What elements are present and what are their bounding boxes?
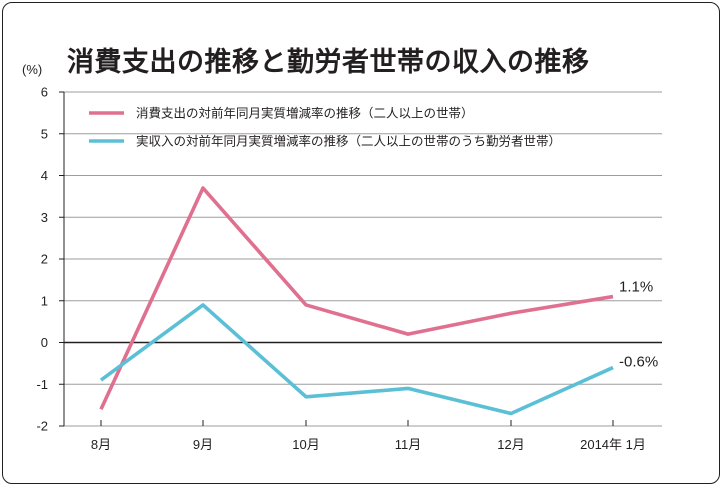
legend-label-0: 消費支出の対前年同月実質増減率の推移（二人以上の世帯）: [136, 106, 474, 121]
y-tick-label: 0: [41, 335, 48, 350]
series-line-0: [99, 186, 614, 411]
y-tick-label: 1: [41, 293, 48, 308]
y-tick-label: 6: [41, 85, 48, 100]
y-tick-label: -2: [36, 419, 48, 434]
x-tick-label: 11月: [395, 437, 422, 452]
y-tick-label: 2: [41, 252, 48, 267]
x-tick-label: 12月: [497, 437, 524, 452]
y-tick-label: 4: [41, 168, 48, 183]
legend-label-1: 実収入の対前年同月実質増減率の推移（二人以上の世帯のうち勤労者世帯）: [136, 134, 561, 149]
x-tick-label: 2014年 1月: [580, 437, 646, 452]
series-lines: 1.1% -0.6%: [99, 186, 658, 416]
gridlines: [64, 91, 662, 427]
tick-labels: 6 5 4 3 2 1 0 -1 -2 8月 9月 10月 11月 12月 2014年 1月: [36, 85, 645, 453]
series-end-label-1: -0.6%: [619, 354, 658, 371]
y-tick-label: 5: [41, 126, 48, 141]
y-axis-unit-label: (%): [22, 62, 43, 77]
chart-frame: [2, 2, 720, 484]
x-tick-label: 9月: [193, 437, 213, 452]
axes: [59, 91, 662, 427]
y-tick-label: 3: [41, 210, 48, 225]
chart-title: 消費支出の推移と勤労者世帯の収入の推移: [67, 47, 590, 78]
y-tick-label: -1: [36, 377, 48, 392]
x-tick-label: 8月: [91, 437, 111, 452]
series-line-1: [99, 303, 614, 416]
x-tick-label: 10月: [292, 437, 319, 452]
legend: 消費支出の対前年同月実質増減率の推移（二人以上の世帯） 実収入の対前年同月実質増減…: [89, 106, 561, 149]
series-end-label-0: 1.1%: [619, 279, 653, 296]
